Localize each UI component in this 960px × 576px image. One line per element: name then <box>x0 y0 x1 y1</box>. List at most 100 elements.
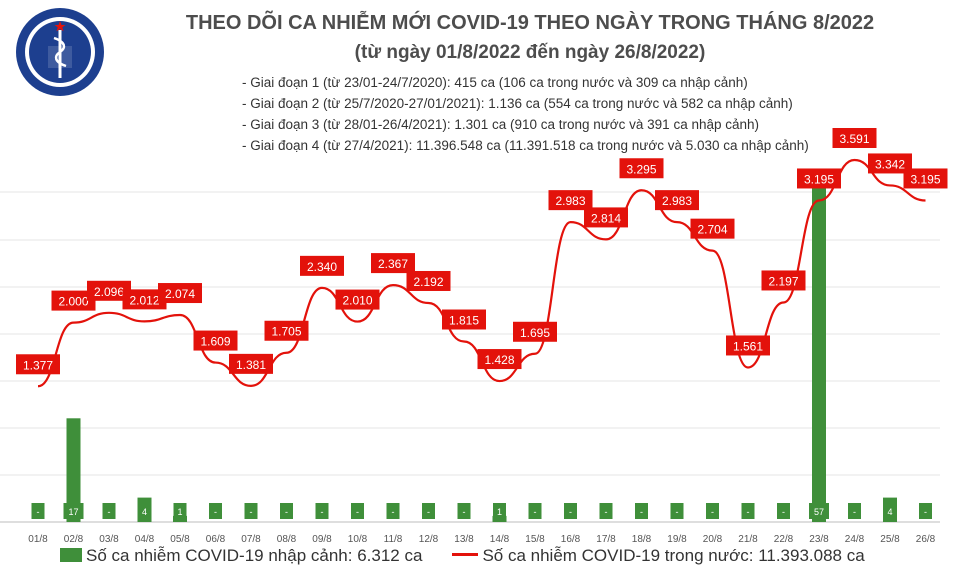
x-tick-label: 17/8 <box>596 534 616 545</box>
line-label-box <box>584 207 628 228</box>
line-label-box <box>903 168 948 189</box>
stage-4-summary: - Giai đoạn 4 (từ 27/4/2021): 11.396.548… <box>242 138 809 153</box>
ministry-of-health-logo <box>16 8 104 96</box>
x-tick-label: 21/8 <box>738 534 758 545</box>
line-value-label: 2.704 <box>697 223 727 237</box>
bar-label-box <box>209 503 222 519</box>
line-value-label: 3.295 <box>626 162 656 176</box>
bar-label-box <box>919 503 932 519</box>
line-label-box <box>87 280 131 301</box>
bar-value-label: - <box>392 507 395 517</box>
bar-label-box <box>457 503 471 519</box>
line-label-box <box>442 309 486 330</box>
bar-value-label: - <box>853 507 856 517</box>
bar-value-label: 57 <box>814 507 824 517</box>
bar-label-box <box>422 503 435 519</box>
line-label-box <box>690 218 735 239</box>
bar-label-box <box>809 503 829 519</box>
line-label-box <box>335 289 380 310</box>
bar-value-label: 4 <box>142 507 147 517</box>
x-tick-label: 18/8 <box>632 534 652 545</box>
line-value-label: 2.074 <box>165 287 195 301</box>
bar-value-label: - <box>747 507 750 517</box>
bar-value-label: - <box>463 507 466 517</box>
x-tick-label: 09/8 <box>312 534 332 545</box>
line-label-box <box>513 321 557 342</box>
line-label-box <box>300 255 344 276</box>
legend-bar-swatch <box>60 548 82 562</box>
bar-label-box <box>670 503 684 519</box>
bar-label-box <box>280 503 293 519</box>
bar-label-box <box>706 503 719 519</box>
line-value-label: 2.000 <box>58 295 88 309</box>
x-tick-label: 26/8 <box>916 534 936 545</box>
stage-summary-list: - Giai đoạn 1 (từ 23/01-24/7/2020): 415 … <box>242 72 809 156</box>
bar-imported <box>66 418 81 522</box>
line-label-box <box>655 190 699 211</box>
x-tick-label: 22/8 <box>774 534 794 545</box>
line-label-box <box>619 158 664 179</box>
line-label-box <box>406 270 451 291</box>
bar-value-label: - <box>285 507 288 517</box>
bar-value-label: - <box>711 507 714 517</box>
x-tick-label: 02/8 <box>64 534 84 545</box>
bar-imported <box>812 174 826 523</box>
line-value-label: 1.377 <box>23 358 53 372</box>
x-tick-label: 12/8 <box>419 534 439 545</box>
x-tick-label: 20/8 <box>703 534 723 545</box>
chart-title: THEO DÕI CA NHIỄM MỚI COVID-19 THEO NGÀY… <box>185 12 875 34</box>
bar-value-label: - <box>676 507 679 517</box>
bar-label-box <box>528 503 542 519</box>
line-label-box <box>832 127 877 148</box>
line-value-label: 1.705 <box>271 325 301 339</box>
line-value-label: 1.381 <box>236 358 266 372</box>
x-tick-label: 04/8 <box>135 534 155 545</box>
line-label-box <box>122 289 167 310</box>
line-value-label: 2.012 <box>129 293 159 307</box>
bar-value-label: - <box>782 507 785 517</box>
line-value-label: 2.197 <box>768 274 798 288</box>
line-value-label: 3.342 <box>875 157 905 171</box>
line-label-box <box>193 330 238 351</box>
bar-label-box <box>493 503 506 519</box>
line-value-label: 2.340 <box>307 260 337 274</box>
x-tick-label: 03/8 <box>99 534 119 545</box>
bar-value-label: 1 <box>177 507 182 517</box>
line-value-label: 2.983 <box>662 194 692 208</box>
bar-value-label: - <box>924 507 927 517</box>
bar-label-box <box>351 503 364 519</box>
bar-label-box <box>848 503 861 519</box>
line-value-label: 1.609 <box>200 335 230 349</box>
bar-label-box <box>741 503 755 519</box>
line-value-label: 2.983 <box>555 194 585 208</box>
line-label-box <box>371 253 415 274</box>
x-tick-label: 14/8 <box>490 534 510 545</box>
line-value-label: 1.561 <box>733 339 763 353</box>
stage-1-summary: - Giai đoạn 1 (từ 23/01-24/7/2020): 415 … <box>242 75 748 90</box>
bar-label-box <box>63 503 84 519</box>
bar-value-label: - <box>356 507 359 517</box>
bar-label-box <box>315 503 329 519</box>
x-tick-label: 16/8 <box>561 534 581 545</box>
bar-value-label: - <box>569 507 572 517</box>
bar-value-label: - <box>427 507 430 517</box>
x-tick-label: 08/8 <box>277 534 297 545</box>
bar-label-box <box>102 503 116 519</box>
line-label-box <box>761 270 806 291</box>
line-value-label: 1.428 <box>484 353 514 367</box>
line-value-label: 3.195 <box>910 172 940 186</box>
line-value-label: 2.010 <box>342 294 372 308</box>
bar-value-label: 1 <box>497 507 502 517</box>
line-label-box <box>868 153 912 174</box>
bar-label-box <box>31 503 45 519</box>
chart-legend: Số ca nhiễm COVID-19 nhập cảnh: 6.312 ca… <box>60 546 865 566</box>
bar-label-box <box>635 503 648 519</box>
bar-value-label: 17 <box>68 507 78 517</box>
line-label-box <box>477 349 522 370</box>
x-tick-label: 11/8 <box>384 534 403 545</box>
chart-subtitle: (từ ngày 01/8/2022 đến ngày 26/8/2022) <box>354 42 706 63</box>
line-label-box <box>548 190 593 211</box>
legend-domestic-label: Số ca nhiễm COVID-19 trong nước: 11.393.… <box>482 546 865 565</box>
bar-label-box <box>244 503 258 519</box>
line-value-label: 2.192 <box>413 275 443 289</box>
